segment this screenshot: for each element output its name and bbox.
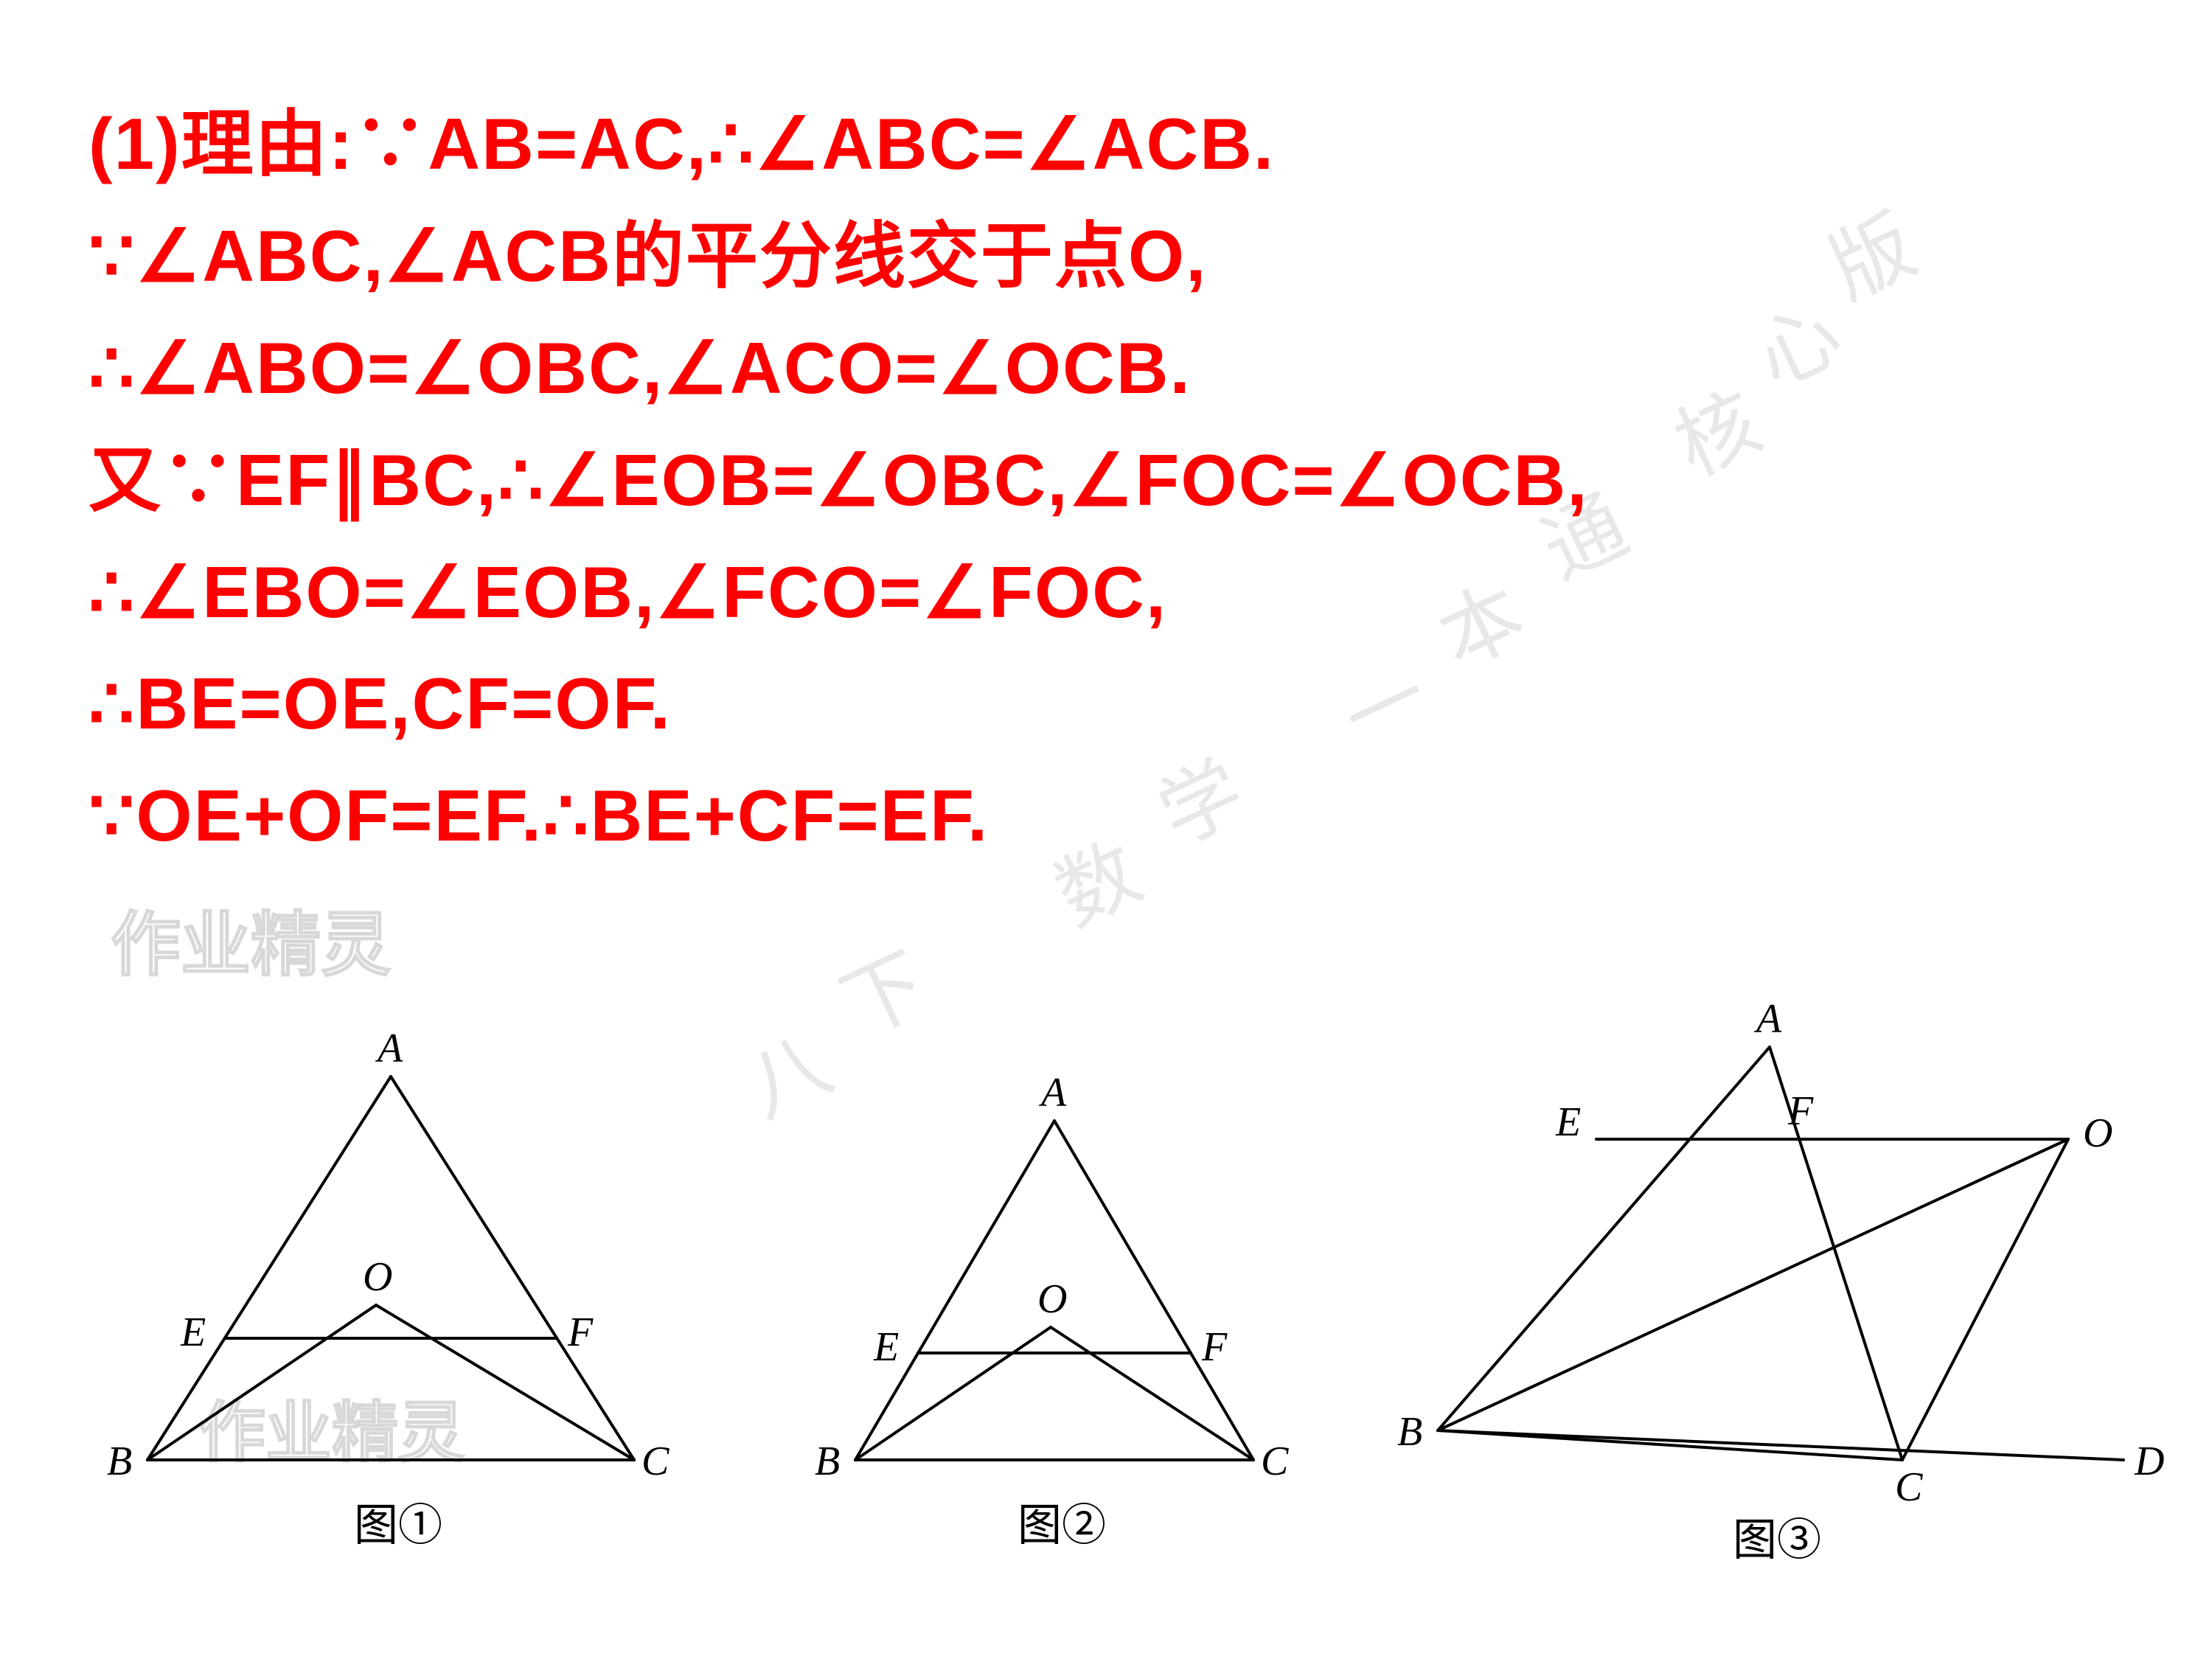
svg-text:E: E bbox=[180, 1310, 206, 1355]
proof-block: (1)理由:∵AB=AC,∴∠ABC=∠ACB. ∵∠ABC,∠ACB的平分线交… bbox=[88, 88, 2124, 872]
proof-line-5: ∴∠EBO=∠EOB,∠FCO=∠FOC, bbox=[88, 537, 2124, 649]
svg-text:C: C bbox=[1895, 1464, 1923, 1510]
proof-line-6: ∴BE=OE,CF=OF. bbox=[88, 648, 2124, 760]
proof-line-7: ∵OE+OF=EF.∴BE+CF=EF. bbox=[88, 760, 2124, 872]
svg-text:O: O bbox=[2083, 1110, 2112, 1156]
svg-text:A: A bbox=[375, 1026, 403, 1071]
figure-1: ABCEFO图① bbox=[74, 988, 723, 1548]
svg-text:D: D bbox=[2134, 1439, 2164, 1484]
svg-text:F: F bbox=[567, 1310, 594, 1355]
proof-line-1: (1)理由:∵AB=AC,∴∠ABC=∠ACB. bbox=[88, 88, 2124, 201]
proof-line-3: ∴∠ABO=∠OBC,∠ACO=∠OCB. bbox=[88, 313, 2124, 425]
svg-text:B: B bbox=[815, 1439, 840, 1484]
proof-line-2: ∵∠ABC,∠ACB的平分线交于点O, bbox=[88, 201, 2124, 313]
svg-text:B: B bbox=[1397, 1409, 1422, 1455]
figures-row: A B C E F O 图① A B C E F O 图② A B C D E F O 图③ bbox=[0, 988, 2212, 1652]
figure-2-caption: 图② bbox=[782, 1489, 1342, 1554]
svg-text:O: O bbox=[363, 1254, 392, 1300]
svg-text:E: E bbox=[873, 1324, 899, 1370]
svg-text:F: F bbox=[1787, 1088, 1814, 1134]
watermark-text: 作业精灵 bbox=[111, 888, 391, 990]
page-root: 版心核通本一学数下八作业精灵作业精灵 (1)理由:∵AB=AC,∴∠ABC=∠A… bbox=[0, 0, 2212, 1659]
svg-text:C: C bbox=[641, 1439, 669, 1484]
svg-text:E: E bbox=[1555, 1099, 1581, 1145]
figure-1-svg: A B C E F O bbox=[74, 988, 723, 1548]
proof-line-4: 又∵EF∥BC,∴∠EOB=∠OBC,∠FOC=∠OCB, bbox=[88, 425, 2124, 537]
figure-3-svg: A B C D E F O bbox=[1379, 973, 2175, 1548]
figure-3-caption: 图③ bbox=[1379, 1504, 2175, 1568]
svg-text:B: B bbox=[107, 1439, 132, 1484]
svg-text:A: A bbox=[1753, 996, 1782, 1042]
svg-text:F: F bbox=[1201, 1324, 1228, 1370]
svg-text:A: A bbox=[1038, 1070, 1067, 1116]
svg-text:O: O bbox=[1037, 1276, 1067, 1322]
figure-3: ABCDEFO图③ bbox=[1379, 973, 2175, 1548]
figure-2-svg: A B C E F O bbox=[782, 1054, 1342, 1548]
figure-2: ABCEFO图② bbox=[782, 1054, 1342, 1548]
figure-1-caption: 图① bbox=[74, 1489, 723, 1554]
svg-text:C: C bbox=[1261, 1439, 1289, 1484]
